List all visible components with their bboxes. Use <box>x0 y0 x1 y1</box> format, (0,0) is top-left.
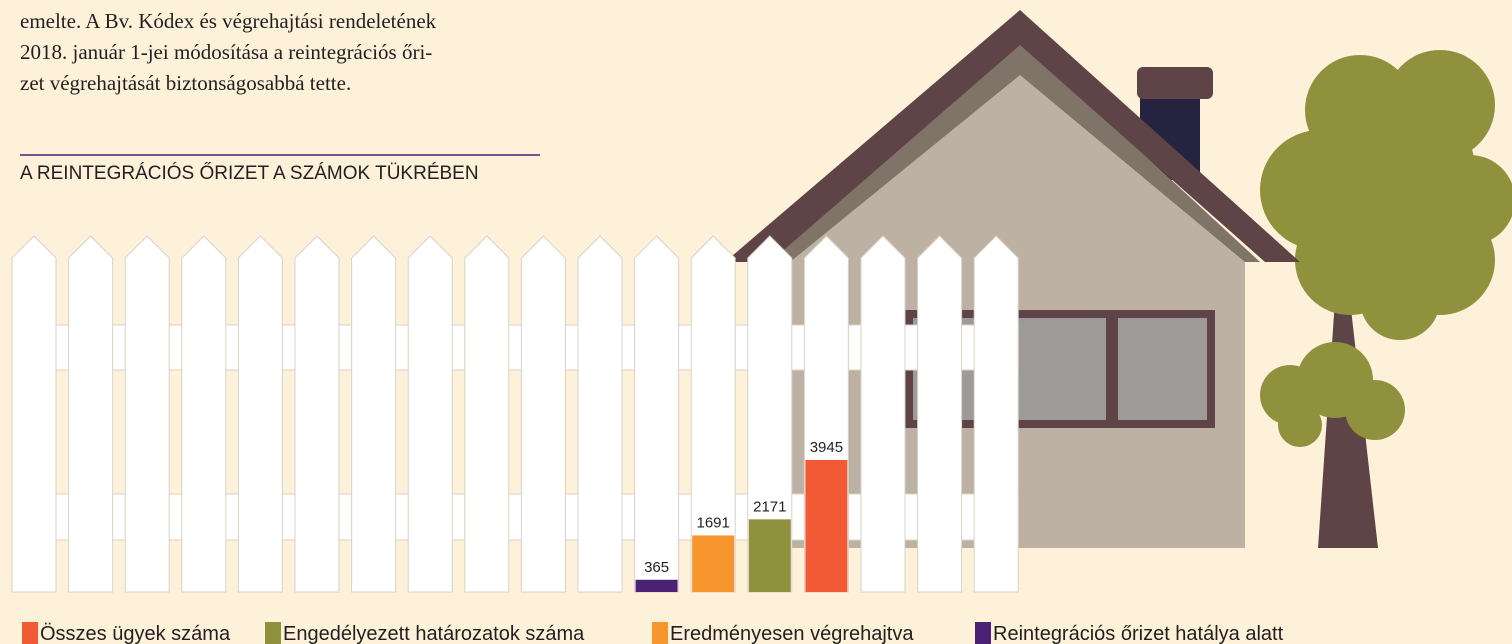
fence-picket <box>465 236 509 592</box>
intro-line: 2018. január 1-jei módosítása a reintegr… <box>20 40 432 64</box>
bar <box>692 535 734 592</box>
legend-swatch <box>652 622 668 644</box>
bar <box>805 460 847 592</box>
legend: Összes ügyek száma Engedélyezett határoza… <box>22 622 1284 644</box>
fence-picket <box>352 236 396 592</box>
fence-picket <box>182 236 226 592</box>
legend-label: Összes ügyek száma <box>40 623 231 644</box>
legend-label: Eredményesen végrehajtva <box>670 623 914 644</box>
infographic: emelte. A Bv. Kódex és végrehajtási rend… <box>0 0 1512 644</box>
legend-label: Engedélyezett határozatok száma <box>283 623 585 644</box>
fence-picket <box>974 236 1018 592</box>
fence-picket <box>861 236 905 592</box>
fence-picket <box>238 236 282 592</box>
value-label: 1691 <box>697 514 730 531</box>
fence <box>12 236 1018 592</box>
tree <box>1260 50 1512 548</box>
fence-picket <box>408 236 452 592</box>
value-label: 365 <box>644 559 669 576</box>
value-label: 3945 <box>810 439 843 456</box>
intro-line: zet végrehajtását biztonságosabbá tette. <box>20 71 351 95</box>
legend-swatch <box>975 622 991 644</box>
fence-picket <box>295 236 339 592</box>
fence-picket <box>521 236 565 592</box>
fence-picket <box>578 236 622 592</box>
chart-title: A REINTEGRÁCIÓS ŐRIZET A SZÁMOK TÜKRÉBEN <box>20 162 479 184</box>
fence-picket <box>125 236 169 592</box>
bar <box>749 519 791 592</box>
fence-picket <box>69 236 113 592</box>
legend-label: Reintegrációs őrizet hatálya alatt <box>993 623 1284 644</box>
value-label: 2171 <box>753 498 786 515</box>
bar <box>636 580 678 592</box>
fence-picket <box>918 236 962 592</box>
fence-picket <box>635 236 679 592</box>
legend-swatch <box>22 622 38 644</box>
legend-swatch <box>265 622 281 644</box>
fence-picket <box>12 236 56 592</box>
intro-text: emelte. A Bv. Kódex és végrehajtási rend… <box>20 9 437 95</box>
page: {"intro_lines": ["emelte. A Bv. Kódex és… <box>0 0 1512 644</box>
intro-line: emelte. A Bv. Kódex és végrehajtási rend… <box>20 9 437 33</box>
